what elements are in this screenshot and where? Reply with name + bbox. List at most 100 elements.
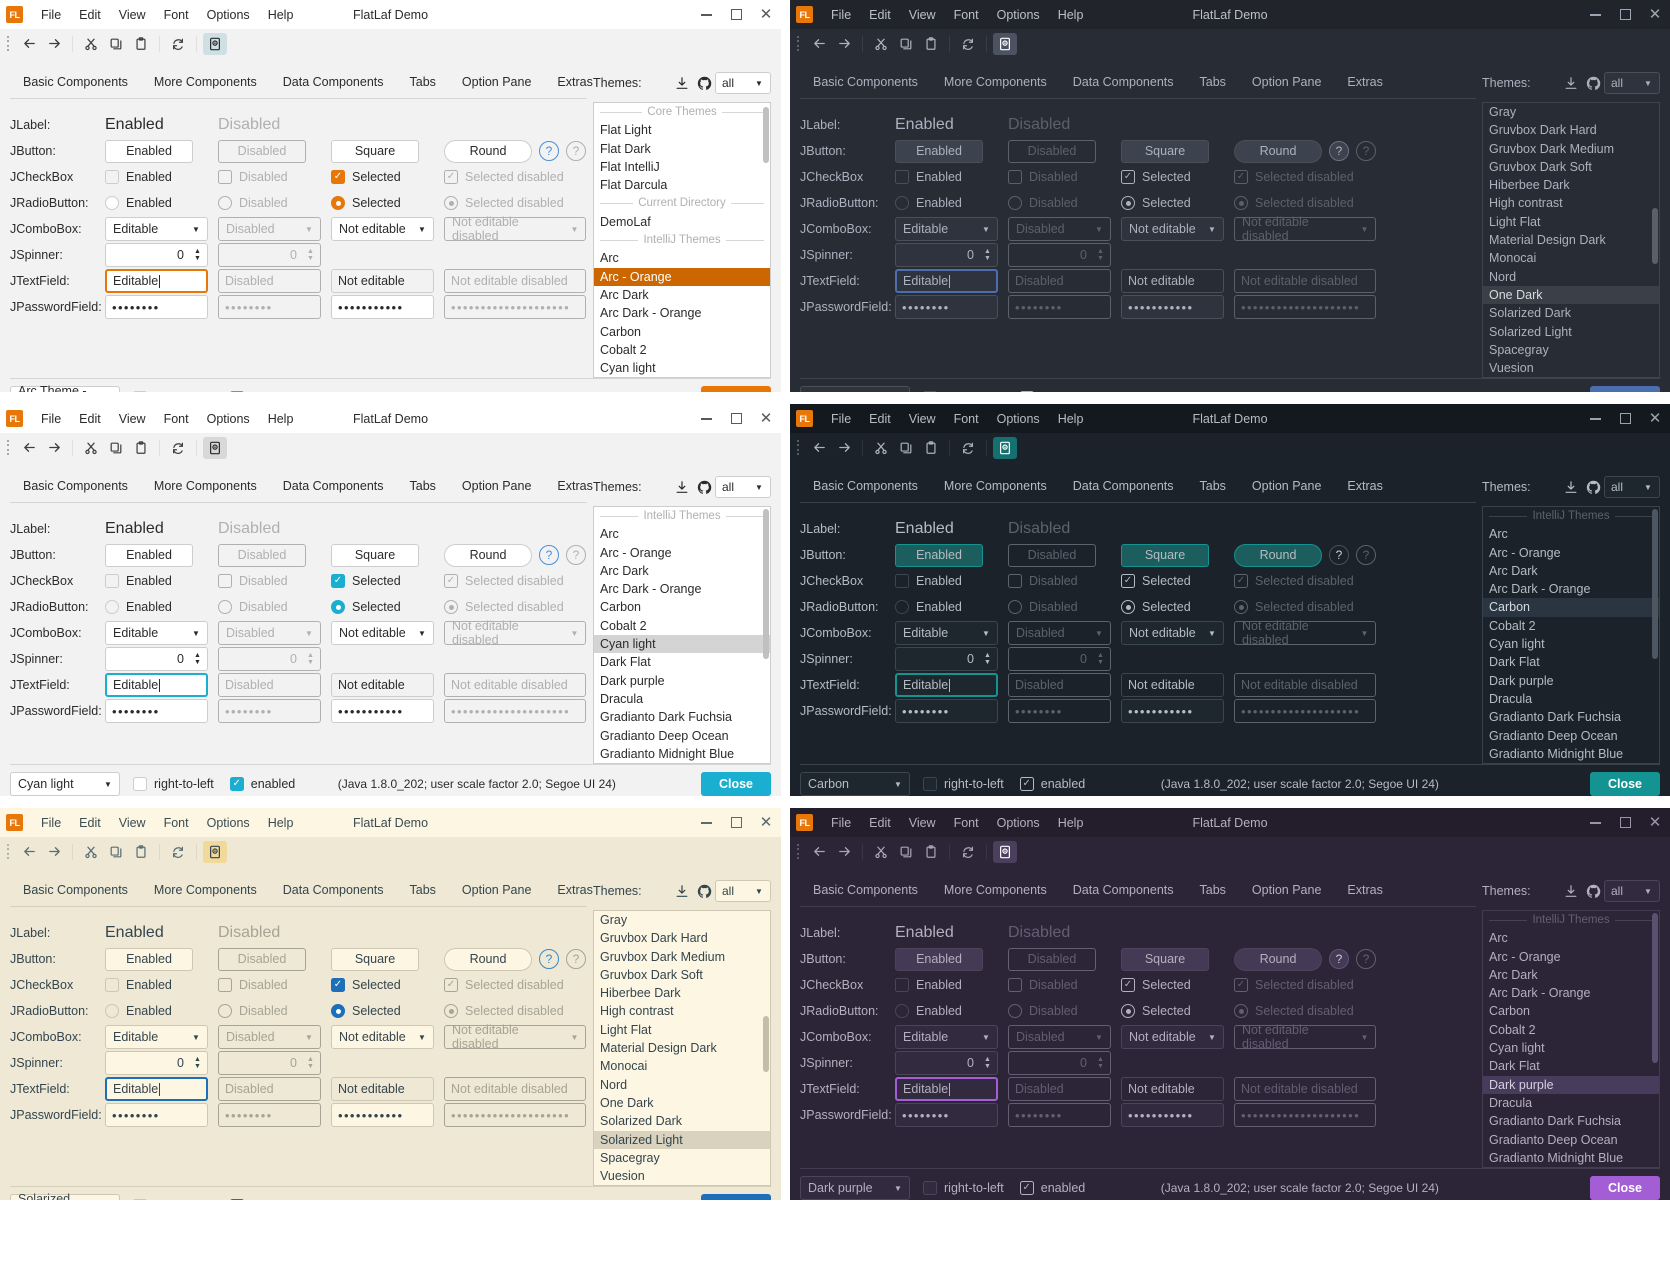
textfield-not-editable[interactable]: Not editable	[331, 269, 434, 293]
menu-help[interactable]: Help	[1057, 815, 1084, 830]
theme-item[interactable]: Solarized Dark	[600, 1114, 682, 1129]
theme-item[interactable]: Cobalt 2	[600, 342, 647, 357]
checkbox-disabled[interactable]: Disabled	[218, 170, 288, 184]
spinner-enabled[interactable]: 0 ▲ ▼	[895, 1051, 998, 1075]
theme-item[interactable]: Arc Dark	[600, 287, 649, 302]
radio-disabled[interactable]: Disabled	[1008, 600, 1078, 614]
eye-icon[interactable]	[993, 436, 1017, 459]
menu-help[interactable]: Help	[267, 411, 294, 426]
close-button[interactable]: Close	[1589, 386, 1660, 392]
copy-icon[interactable]	[104, 33, 128, 55]
theme-item[interactable]: High contrast	[600, 1004, 674, 1019]
menu-file[interactable]: File	[41, 7, 62, 22]
button-round[interactable]: Round	[1234, 543, 1322, 567]
close-icon[interactable]: ✕	[1648, 6, 1662, 23]
checkbox-selected[interactable]: ✓ Selected	[331, 574, 401, 588]
theme-item[interactable]: Arc	[600, 527, 619, 542]
theme-item[interactable]: Arc - Orange	[1489, 545, 1561, 560]
maximize-icon[interactable]	[721, 808, 751, 837]
checkbox-disabled[interactable]: Disabled	[1008, 574, 1078, 588]
help-button-enabled[interactable]: ?	[1329, 545, 1349, 565]
close-icon[interactable]: ✕	[759, 410, 773, 427]
toolbar-drag-handle[interactable]	[7, 844, 11, 859]
theme-item[interactable]: Light Flat	[1489, 214, 1541, 229]
cut-scissors-icon[interactable]	[79, 437, 103, 459]
theme-item[interactable]: Arc	[600, 251, 619, 266]
passwordfield-1[interactable]: ••••••••	[105, 699, 208, 723]
themes-scrollbar[interactable]	[763, 107, 769, 163]
theme-item[interactable]: Gruvbox Dark Medium	[600, 949, 726, 964]
menu-font[interactable]: Font	[953, 7, 979, 22]
spinner-enabled[interactable]: 0 ▲ ▼	[105, 243, 208, 267]
menu-edit[interactable]: Edit	[79, 815, 101, 830]
spinner-enabled[interactable]: 0 ▲ ▼	[105, 647, 208, 671]
current-theme-combobox[interactable]: Cyan light ▼	[10, 772, 120, 796]
github-icon[interactable]	[693, 480, 715, 495]
button-round[interactable]: Round	[1234, 139, 1322, 163]
theme-item[interactable]: Arc Dark - Orange	[600, 582, 702, 597]
minimize-icon[interactable]	[1580, 0, 1610, 29]
theme-item[interactable]: Arc Dark	[1489, 563, 1538, 578]
tab-extras[interactable]: Extras	[1347, 883, 1383, 897]
textfield-editable[interactable]: Editable	[105, 269, 208, 293]
combobox-editable[interactable]: Editable ▼	[895, 217, 998, 241]
checkbox-enabled[interactable]: Enabled	[105, 574, 172, 588]
combobox-not-editable[interactable]: Not editable ▼	[331, 217, 434, 241]
theme-item[interactable]: Cobalt 2	[1489, 1022, 1536, 1037]
right-to-left-checkbox[interactable]: right-to-left	[923, 777, 1004, 792]
right-to-left-checkbox[interactable]: right-to-left	[133, 777, 214, 792]
menu-view[interactable]: View	[908, 7, 936, 22]
copy-icon[interactable]	[104, 841, 128, 863]
tab-data-components[interactable]: Data Components	[1072, 479, 1174, 493]
theme-item[interactable]: Flat Darcula	[600, 178, 668, 193]
tab-basic-components[interactable]: Basic Components	[813, 75, 918, 89]
menu-options[interactable]: Options	[206, 7, 250, 22]
theme-item-selected[interactable]: Arc - Orange	[594, 267, 770, 286]
textfield-editable[interactable]: Editable	[895, 1077, 998, 1101]
paste-icon[interactable]	[919, 841, 943, 863]
theme-item[interactable]: Light Flat	[600, 1022, 652, 1037]
refresh-icon[interactable]	[166, 33, 190, 55]
passwordfield-4[interactable]: ••••••••••••••••••••	[1234, 699, 1376, 723]
checkbox-selected[interactable]: ✓ Selected	[1121, 170, 1191, 184]
toolbar-drag-handle[interactable]	[797, 440, 801, 455]
download-icon[interactable]	[671, 884, 693, 899]
download-icon[interactable]	[1560, 884, 1582, 899]
menu-font[interactable]: Font	[163, 7, 189, 22]
help-button-enabled[interactable]: ?	[1329, 141, 1349, 161]
passwordfield-1[interactable]: ••••••••	[105, 295, 208, 319]
cut-scissors-icon[interactable]	[79, 841, 103, 863]
forward-arrow-icon[interactable]	[42, 437, 66, 459]
tab-basic-components[interactable]: Basic Components	[23, 479, 128, 493]
button-round[interactable]: Round	[1234, 947, 1322, 971]
radio-disabled[interactable]: Disabled	[1008, 196, 1078, 210]
forward-arrow-icon[interactable]	[42, 33, 66, 55]
help-button-enabled[interactable]: ?	[539, 141, 559, 161]
menu-edit[interactable]: Edit	[79, 411, 101, 426]
checkbox-selected[interactable]: ✓ Selected	[1121, 978, 1191, 992]
spinner-enabled[interactable]: 0 ▲ ▼	[895, 647, 998, 671]
menu-options[interactable]: Options	[996, 411, 1040, 426]
tab-tabs[interactable]: Tabs	[1199, 75, 1226, 89]
combobox-not-editable[interactable]: Not editable ▼	[1121, 217, 1224, 241]
tab-more-components[interactable]: More Components	[943, 479, 1047, 493]
menu-view[interactable]: View	[118, 7, 146, 22]
combobox-not-editable[interactable]: Not editable ▼	[331, 1025, 434, 1049]
menu-file[interactable]: File	[41, 411, 62, 426]
maximize-icon[interactable]	[1610, 808, 1640, 837]
close-button[interactable]: Close	[700, 386, 771, 392]
github-icon[interactable]	[1582, 76, 1604, 91]
radio-selected[interactable]: Selected	[331, 600, 401, 614]
radio-disabled[interactable]: Disabled	[218, 600, 288, 614]
button-square[interactable]: Square	[331, 139, 419, 163]
tab-tabs[interactable]: Tabs	[409, 883, 436, 897]
theme-filter-combobox[interactable]: all ▼	[1604, 476, 1660, 498]
current-theme-combobox[interactable]: Dark purple ▼	[800, 1176, 910, 1200]
radio-selected[interactable]: Selected	[1121, 196, 1191, 210]
checkbox-enabled[interactable]: Enabled	[895, 574, 962, 588]
close-button[interactable]: Close	[1589, 772, 1660, 796]
menu-help[interactable]: Help	[1057, 411, 1084, 426]
passwordfield-3[interactable]: •••••••••••	[331, 295, 434, 319]
themes-scrollbar[interactable]	[763, 1016, 769, 1072]
spinner-stepper[interactable]: ▲ ▼	[984, 1055, 991, 1070]
